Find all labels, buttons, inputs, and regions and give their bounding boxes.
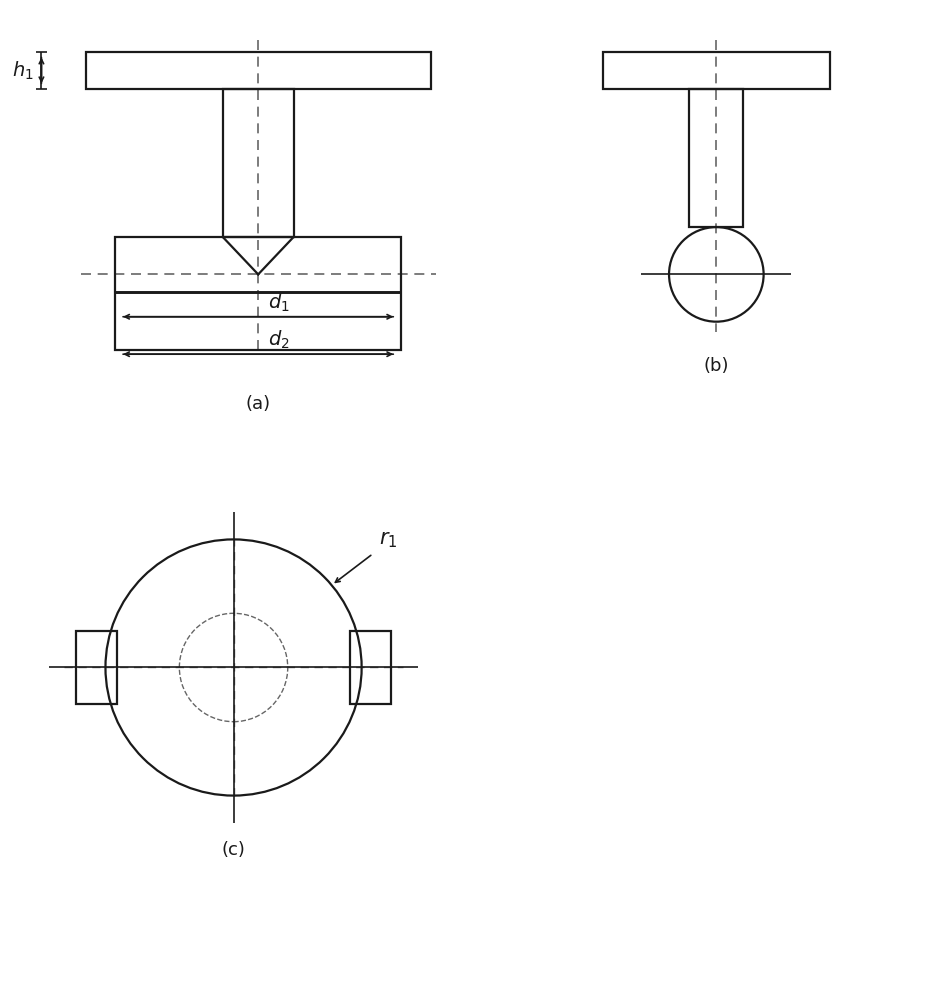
Text: (c): (c) [221, 841, 246, 859]
Text: (b): (b) [704, 357, 729, 375]
Text: $d_1$: $d_1$ [268, 291, 290, 314]
Text: (a): (a) [246, 395, 270, 413]
Text: $r_1$: $r_1$ [379, 530, 398, 550]
Text: $d_2$: $d_2$ [268, 329, 290, 351]
Text: $h_1$: $h_1$ [12, 59, 34, 82]
